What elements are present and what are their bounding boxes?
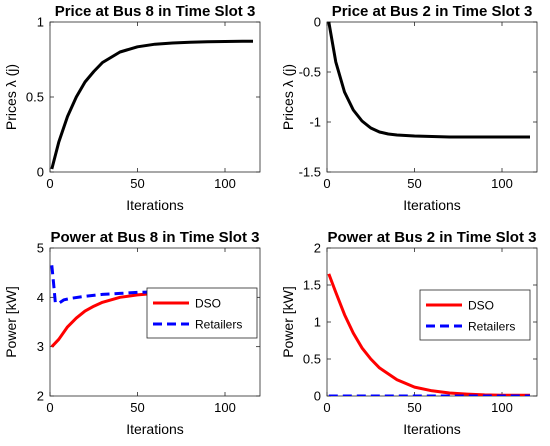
x-tick-label: 100 [491,176,513,191]
x-axis-label: Iterations [403,197,461,213]
y-tick-label: 1 [314,315,321,330]
legend-box [419,289,531,341]
plot-area [49,21,261,173]
y-tick-label: 2 [314,241,321,256]
chart-title: Price at Bus 8 in Time Slot 3 [55,3,256,20]
x-tick-label: 100 [491,400,513,415]
x-tick-label: 50 [130,176,144,191]
legend-box [146,287,258,339]
x-tick-label: 50 [407,176,421,191]
y-tick-label: -1 [309,115,321,130]
chart-panel-1: 0 50 100 0 0.5 1 Price at Bus 8 in Time Slot 3… [3,3,261,213]
x-tick-label: 0 [46,176,53,191]
y-tick-label: 3 [37,339,44,354]
y-tick-label: 0 [314,15,321,30]
x-tick-label: 0 [46,400,53,415]
y-axis-label: Prices λ (j) [280,64,296,130]
y-tick-label: 0 [314,389,321,404]
x-tick-label: 0 [323,176,330,191]
x-tick-label: 50 [130,400,144,415]
legend-label: Retailers [195,318,242,332]
x-tick-label: 0 [323,400,330,415]
chart-panel-3: 0 50 100 2 3 4 5 Power at Bus 8 in Time Slot 3 I… [3,229,261,437]
chart-panel-2: 0 50 100 -1.5 -1 -0.5 0 Price at Bus 2 in Time … [280,3,538,213]
chart-title: Power at Bus 2 in Time Slot 3 [328,229,537,246]
x-axis-label: Iterations [403,421,461,437]
y-tick-label: 4 [37,290,44,305]
series-line-series-1 [327,22,530,139]
x-tick-label: 100 [214,400,236,415]
y-tick-label: 5 [37,241,44,256]
y-axis-label: Prices λ (j) [3,64,19,130]
x-tick-label: 100 [214,176,236,191]
series-line-dso [327,273,530,396]
chart-title: Power at Bus 8 in Time Slot 3 [51,229,260,246]
x-tick-label: 50 [407,400,421,415]
y-tick-label: 1.5 [303,278,321,293]
plot-area [326,21,538,173]
legend-label: Retailers [468,320,515,334]
chart-title: Price at Bus 2 in Time Slot 3 [332,3,533,20]
y-tick-label: 0.5 [26,90,44,105]
y-axis-label: Power [kW] [3,286,19,358]
x-axis-label: Iterations [126,421,184,437]
y-tick-label: -1.5 [299,165,321,180]
y-tick-label: 0 [37,165,44,180]
y-tick-label: 1 [37,15,44,30]
series-line-series-1 [50,39,253,170]
x-axis-label: Iterations [126,197,184,213]
y-tick-label: 2 [37,389,44,404]
legend-label: DSO [195,297,221,311]
y-axis-label: Power [kW] [280,286,296,358]
y-tick-label: 0.5 [303,352,321,367]
chart-panel-4: 0 50 100 0 0.5 1 1.5 2 Power at Bus 2 in Time Sl… [280,229,538,437]
y-tick-label: -0.5 [299,65,321,80]
legend-label: DSO [468,299,494,313]
